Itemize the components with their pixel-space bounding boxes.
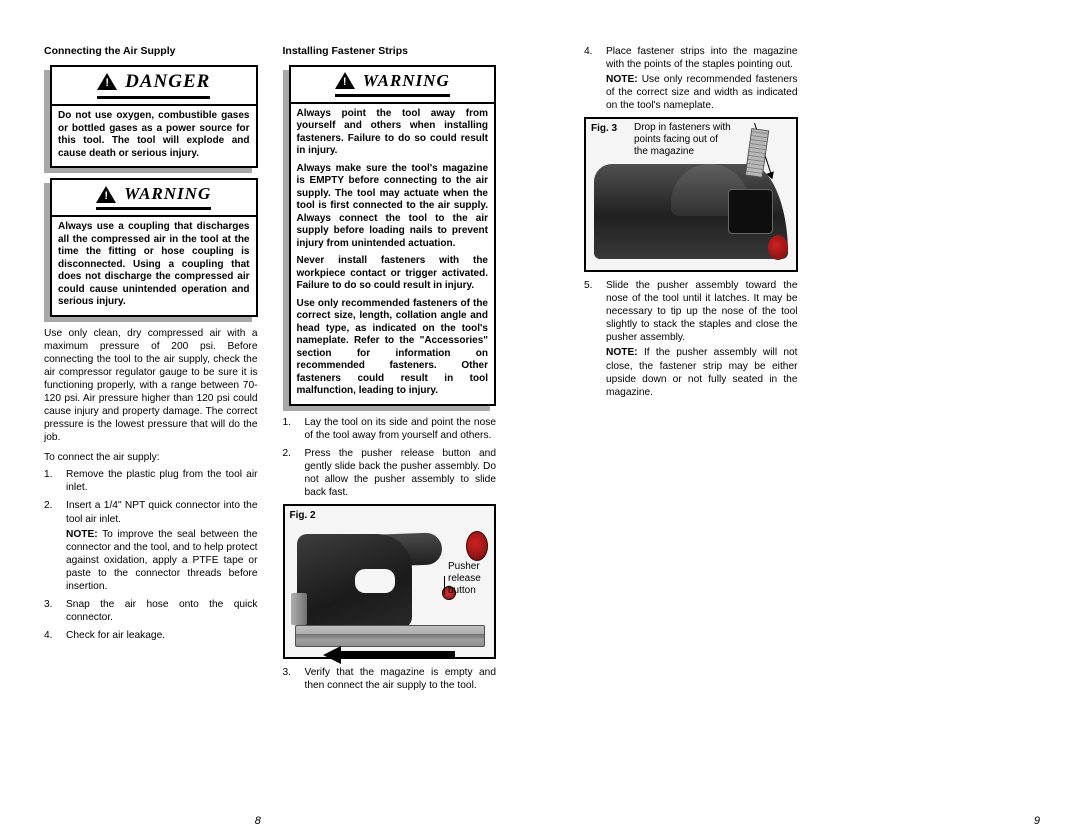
danger-title: DANGER [125, 70, 210, 95]
nose-illustration [291, 593, 307, 625]
page-number-right: 9 [1034, 814, 1040, 828]
leader-line [444, 576, 445, 594]
step-2: Insert a 1/4" NPT quick connector into t… [44, 499, 258, 592]
warning-box-coupling: WARNING Always use a coupling that disch… [50, 178, 258, 317]
install-step-1: Lay the tool on its side and point the n… [283, 416, 497, 442]
figure-3: Fig. 3 Drop in fasteners with points fac… [584, 117, 798, 272]
danger-body: Do not use oxygen, combustible gases or … [52, 106, 256, 166]
column-right-content: Place fastener strips into the magazine … [584, 45, 798, 800]
page-left-columns: Connecting the Air Supply DANGER Do not … [44, 45, 496, 800]
air-supply-steps: Remove the plastic plug from the tool ai… [44, 468, 258, 642]
page-right: Place fastener strips into the magazine … [540, 0, 1080, 834]
install-step-5: Slide the pusher assembly toward the nos… [584, 279, 798, 398]
column-fastener-strips: Installing Fastener Strips WARNING Alway… [283, 45, 497, 800]
end-cap-illustration [466, 531, 488, 561]
magazine-illustration [295, 625, 485, 647]
page-number-left: 8 [255, 814, 261, 828]
end-cap-illustration [768, 235, 788, 260]
tool-top-illustration [594, 164, 788, 259]
slide-arrow-icon [325, 647, 455, 661]
fastener-strip-illustration [744, 128, 769, 178]
install-step-5-list: Slide the pusher assembly toward the nos… [584, 279, 798, 398]
column-air-supply: Connecting the Air Supply DANGER Do not … [44, 45, 258, 800]
install-step-3-list: Verify that the magazine is empty and th… [283, 666, 497, 692]
step-2-note: NOTE: To improve the seal between the co… [66, 528, 258, 593]
install-step-4: Place fastener strips into the magazine … [584, 45, 798, 112]
figure-2: Fig. 2 Pusher release button [283, 504, 497, 659]
heading-fastener: Installing Fastener Strips [283, 45, 497, 59]
install-step-4-list: Place fastener strips into the magazine … [584, 45, 798, 112]
install-step-3: Verify that the magazine is empty and th… [283, 666, 497, 692]
step-1: Remove the plastic plug from the tool ai… [44, 468, 258, 494]
install-step-2: Press the pusher release button and gent… [283, 447, 497, 499]
page-right-columns: Place fastener strips into the magazine … [584, 45, 1036, 800]
alert-icon [335, 72, 355, 89]
alert-icon [96, 186, 116, 203]
figure-2-caption: Pusher release button [448, 561, 488, 597]
air-supply-paragraph: Use only clean, dry compressed air with … [44, 327, 258, 444]
warning-body-fastener: Always point the tool away from yourself… [291, 104, 495, 404]
page-left: Connecting the Air Supply DANGER Do not … [0, 0, 540, 834]
alert-icon [97, 73, 117, 90]
figure-3-caption: Drop in fasteners with points facing out… [634, 122, 734, 158]
warning-title-fastener: WARNING [363, 70, 450, 92]
danger-box: DANGER Do not use oxygen, combustible ga… [50, 65, 258, 169]
manual-spread: Connecting the Air Supply DANGER Do not … [0, 0, 1080, 834]
heading-air-supply: Connecting the Air Supply [44, 45, 258, 59]
step-5-note: NOTE: If the pusher assembly will not cl… [606, 346, 798, 398]
warning-body-coupling: Always use a coupling that discharges al… [52, 217, 256, 315]
air-supply-lead: To connect the air supply: [44, 451, 258, 464]
step-4-note: NOTE: Use only recommended fasteners of … [606, 73, 798, 112]
column-right-empty [823, 45, 1037, 800]
figure-2-label: Fig. 2 [290, 509, 316, 522]
install-steps-1-2: Lay the tool on its side and point the n… [283, 416, 497, 499]
figure-3-label: Fig. 3 [591, 122, 617, 135]
step-3: Snap the air hose onto the quick connect… [44, 598, 258, 624]
warning-title: WARNING [124, 183, 211, 205]
step-4: Check for air leakage. [44, 629, 258, 642]
magazine-slot-illustration [728, 189, 773, 234]
warning-box-fastener: WARNING Always point the tool away from … [289, 65, 497, 406]
